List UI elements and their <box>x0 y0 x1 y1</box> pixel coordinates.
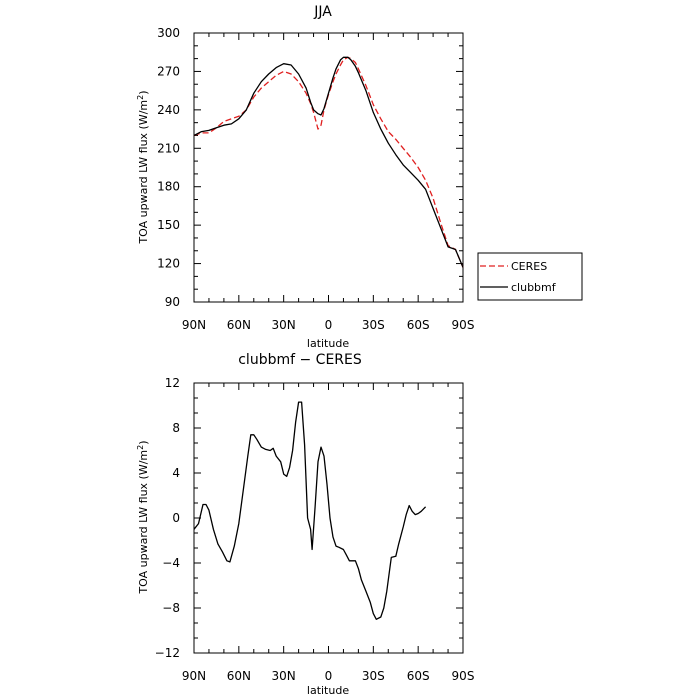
legend-label-clubbmf: clubbmf <box>511 281 557 294</box>
top-plot-frame <box>193 32 464 303</box>
top-chart-title: JJA <box>313 4 332 20</box>
top-y-tick-label: 150 <box>157 218 180 232</box>
bottom-panel: clubbmf − CERES 90N 60N 30N 0 30S 60S 90S −12 −8… <box>136 352 475 697</box>
bottom-y-tick-label: 0 <box>172 511 180 525</box>
bottom-y-axis-label-sup: 2 <box>136 445 145 450</box>
top-y-axis-label-sup: 2 <box>136 95 145 100</box>
legend-label-ceres: CERES <box>511 260 547 273</box>
top-x-tick-label: 0 <box>325 318 333 332</box>
top-series-line-clubbmf <box>193 56 464 268</box>
top-series-line-ceres <box>193 56 464 268</box>
top-x-tick-label: 90N <box>182 318 206 332</box>
top-x-tick-label: 60S <box>407 318 430 332</box>
legend-box <box>477 252 583 301</box>
bottom-y-tick-label: 8 <box>172 421 180 435</box>
bottom-y-tick-label: −8 <box>162 601 180 615</box>
bottom-x-tick-label: 0 <box>325 669 333 683</box>
bottom-x-tick-label: 90N <box>182 669 206 683</box>
bottom-y-tick-label: 12 <box>165 376 180 390</box>
top-y-axis-label-main: TOA upward LW flux (W/m <box>137 100 150 245</box>
bottom-x-tick-label: 60N <box>227 669 251 683</box>
bottom-plot-frame <box>193 382 464 654</box>
bottom-chart-title: clubbmf − CERES <box>238 352 362 368</box>
bottom-y-tick-label: −12 <box>155 646 180 660</box>
top-y-axis-label-tail: ) <box>137 90 150 94</box>
bottom-y-tick-label: −4 <box>162 556 180 570</box>
top-y-axis-label: TOA upward LW flux (W/m2) <box>136 90 151 244</box>
bottom-y-axis-label-tail: ) <box>137 440 150 444</box>
bottom-x-tick-label: 90S <box>452 669 475 683</box>
top-x-tick-label: 60N <box>227 318 251 332</box>
top-y-tick-label: 240 <box>157 103 180 117</box>
top-plot-area: 90N 60N 30N 0 30S 60S 90S 90 120 150 180 210 240 270 3… <box>157 26 474 332</box>
bottom-y-axis-label-main: TOA upward LW flux (W/m <box>137 450 150 595</box>
bottom-x-tick-label: 60S <box>407 669 430 683</box>
bottom-y-tick-label: 4 <box>172 466 180 480</box>
top-panel: JJA 90N 60N 30N 0 30S 60S 90S 90 120 150 180 210 240… <box>136 4 583 350</box>
top-y-tick-label: 90 <box>165 295 180 309</box>
bottom-series-line-diff <box>193 401 427 620</box>
top-x-tick-label: 90S <box>452 318 475 332</box>
top-y-tick-label: 210 <box>157 141 180 155</box>
top-x-axis-label: latitude <box>307 337 349 350</box>
top-y-tick-label: 120 <box>157 257 180 271</box>
top-y-tick-label: 180 <box>157 180 180 194</box>
top-x-tick-label: 30S <box>362 318 385 332</box>
top-y-tick-label: 270 <box>157 64 180 78</box>
bottom-x-tick-label: 30N <box>272 669 296 683</box>
bottom-x-axis-label: latitude <box>307 684 349 697</box>
bottom-plot-area: 90N 60N 30N 0 30S 60S 90S −12 −8 −4 0 4 8 12 <box>155 376 475 683</box>
top-y-tick-label: 300 <box>157 26 180 40</box>
top-x-tick-label: 30N <box>272 318 296 332</box>
bottom-x-tick-label: 30S <box>362 669 385 683</box>
bottom-y-axis-label: TOA upward LW flux (W/m2) <box>136 440 151 594</box>
legend: CERES clubbmf <box>477 252 583 301</box>
